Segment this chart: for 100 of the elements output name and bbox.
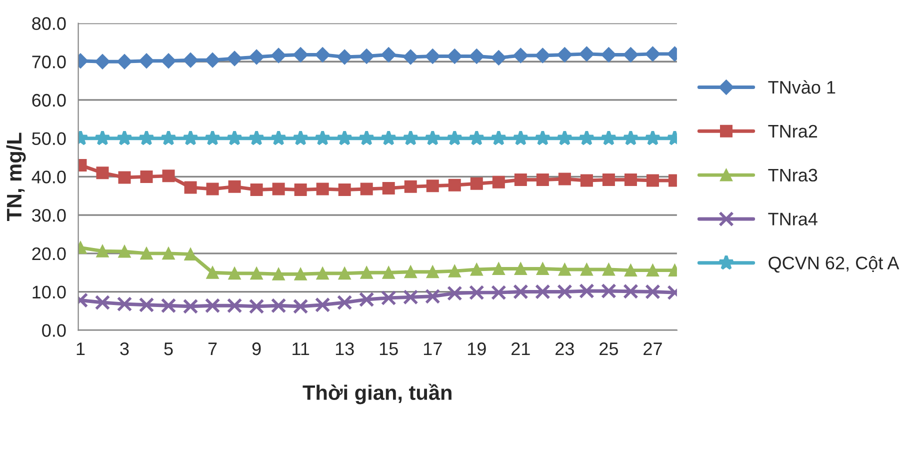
point (492, 176, 505, 188)
point (535, 284, 550, 300)
point (138, 130, 155, 146)
point (162, 247, 175, 260)
point (469, 48, 484, 64)
y-tick-label: 70.0 (32, 56, 66, 68)
point (514, 174, 527, 186)
point (470, 177, 483, 190)
point (556, 130, 573, 146)
point (382, 182, 395, 194)
point (248, 298, 264, 314)
point (226, 50, 242, 66)
point (469, 284, 484, 300)
point (601, 47, 616, 62)
point (425, 48, 440, 64)
y-tick-label: 0.0 (42, 324, 66, 337)
y-tick-label: 80.0 (32, 17, 66, 30)
point (646, 174, 659, 187)
point (162, 170, 175, 182)
point (558, 263, 571, 276)
point (270, 298, 286, 314)
y-tick-label: 10.0 (32, 286, 66, 299)
point (359, 48, 374, 64)
point (470, 263, 483, 276)
point (448, 264, 461, 278)
point (578, 130, 595, 146)
point (623, 284, 638, 300)
point (293, 47, 308, 62)
legend-label: QCVN 62, Cột A (768, 256, 900, 273)
point (336, 130, 353, 146)
point (514, 262, 527, 276)
x-tick-label: 3 (120, 342, 129, 356)
point (492, 262, 505, 276)
point (116, 296, 132, 312)
point (226, 130, 243, 146)
point (204, 52, 220, 68)
point (602, 174, 615, 186)
point (160, 130, 177, 146)
point (337, 49, 352, 65)
x-tick-label: 1 (76, 342, 85, 356)
point (512, 130, 529, 146)
point (182, 130, 199, 146)
point (558, 172, 571, 186)
x-tick-label: 11 (292, 342, 310, 356)
point (96, 244, 109, 258)
point (645, 284, 660, 300)
point (314, 130, 331, 146)
point (580, 174, 593, 187)
x-tick-label: 7 (208, 342, 217, 356)
point (338, 267, 351, 280)
point (118, 171, 131, 184)
point (426, 266, 439, 278)
point (160, 53, 176, 68)
point (160, 298, 176, 314)
point (140, 247, 153, 260)
point (403, 49, 418, 65)
point (402, 290, 418, 305)
point (623, 47, 638, 62)
point (294, 268, 307, 280)
point (446, 130, 463, 146)
point (601, 283, 616, 299)
x-tick-label: 27 (644, 342, 662, 356)
point (140, 170, 153, 183)
legend-label: TNvào 1 (768, 80, 836, 94)
point (358, 292, 374, 308)
point (557, 284, 572, 300)
point (624, 174, 637, 186)
point (204, 130, 221, 146)
point (206, 182, 219, 196)
point (557, 47, 572, 62)
point (250, 267, 263, 280)
point (602, 263, 615, 276)
legend-label: TNra4 (768, 212, 818, 226)
point (184, 181, 197, 194)
point (491, 50, 506, 66)
point (624, 264, 637, 277)
point (447, 48, 462, 64)
point (94, 294, 110, 310)
point (182, 52, 198, 68)
point (228, 267, 241, 280)
point (579, 283, 594, 299)
x-tick-label: 23 (556, 342, 574, 356)
point (94, 54, 110, 70)
legend-label: TNra2 (768, 124, 818, 138)
x-tick-label: 5 (164, 342, 173, 356)
point (118, 245, 131, 258)
point (96, 166, 109, 180)
point (535, 48, 550, 64)
point (182, 298, 198, 314)
point (314, 297, 330, 312)
x-tick-label: 25 (600, 342, 618, 356)
point (380, 130, 397, 146)
point (316, 182, 329, 196)
point (272, 182, 285, 196)
point (490, 130, 507, 146)
x-tick-label: 15 (380, 342, 398, 356)
point (228, 180, 241, 193)
point (580, 263, 593, 276)
point (138, 53, 154, 68)
x-tick-label: 9 (252, 342, 261, 356)
